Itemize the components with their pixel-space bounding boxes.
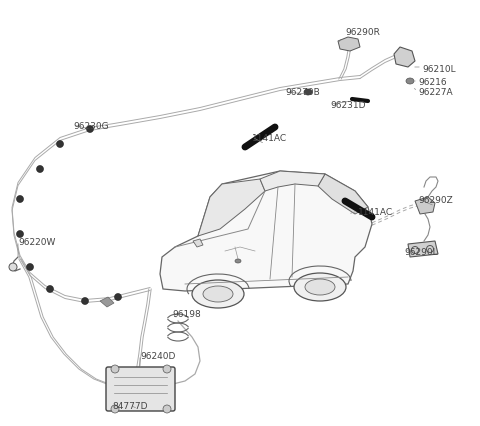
Ellipse shape — [406, 79, 414, 85]
Polygon shape — [318, 175, 368, 215]
Polygon shape — [100, 297, 114, 307]
Text: 96290Z: 96290Z — [418, 196, 453, 204]
Polygon shape — [160, 172, 372, 291]
Text: 96270B: 96270B — [285, 88, 320, 97]
Circle shape — [9, 263, 17, 271]
Circle shape — [111, 365, 119, 373]
Polygon shape — [415, 198, 435, 215]
Polygon shape — [394, 48, 415, 68]
Text: 96220W: 96220W — [18, 237, 55, 246]
Circle shape — [82, 298, 88, 305]
Circle shape — [111, 405, 119, 413]
Text: 96230G: 96230G — [73, 122, 108, 131]
FancyBboxPatch shape — [106, 367, 175, 411]
Polygon shape — [338, 38, 360, 52]
Ellipse shape — [305, 279, 335, 295]
Text: 96198: 96198 — [172, 309, 201, 318]
Text: 1141AC: 1141AC — [252, 134, 287, 143]
Circle shape — [26, 264, 34, 271]
Text: 96210L: 96210L — [422, 65, 456, 74]
Ellipse shape — [203, 286, 233, 302]
Ellipse shape — [304, 90, 312, 96]
Circle shape — [86, 126, 94, 133]
Circle shape — [36, 166, 44, 173]
Text: 96240D: 96240D — [140, 351, 175, 360]
Polygon shape — [193, 239, 203, 248]
Text: 96216: 96216 — [418, 78, 446, 87]
Circle shape — [16, 231, 24, 238]
Ellipse shape — [192, 280, 244, 308]
Polygon shape — [408, 242, 438, 257]
Text: 96227A: 96227A — [418, 88, 453, 97]
Polygon shape — [260, 172, 325, 192]
Circle shape — [57, 141, 63, 148]
Text: 96231D: 96231D — [330, 101, 365, 110]
Circle shape — [115, 294, 121, 301]
Circle shape — [163, 405, 171, 413]
Text: 96290R: 96290R — [345, 28, 380, 37]
Ellipse shape — [294, 273, 346, 301]
Text: 1141AC: 1141AC — [358, 207, 393, 216]
Ellipse shape — [235, 259, 241, 263]
Circle shape — [16, 196, 24, 203]
Text: 84777D: 84777D — [112, 401, 148, 410]
Text: 96290L: 96290L — [404, 248, 438, 256]
Circle shape — [47, 286, 53, 293]
Circle shape — [163, 365, 171, 373]
Polygon shape — [198, 180, 265, 236]
